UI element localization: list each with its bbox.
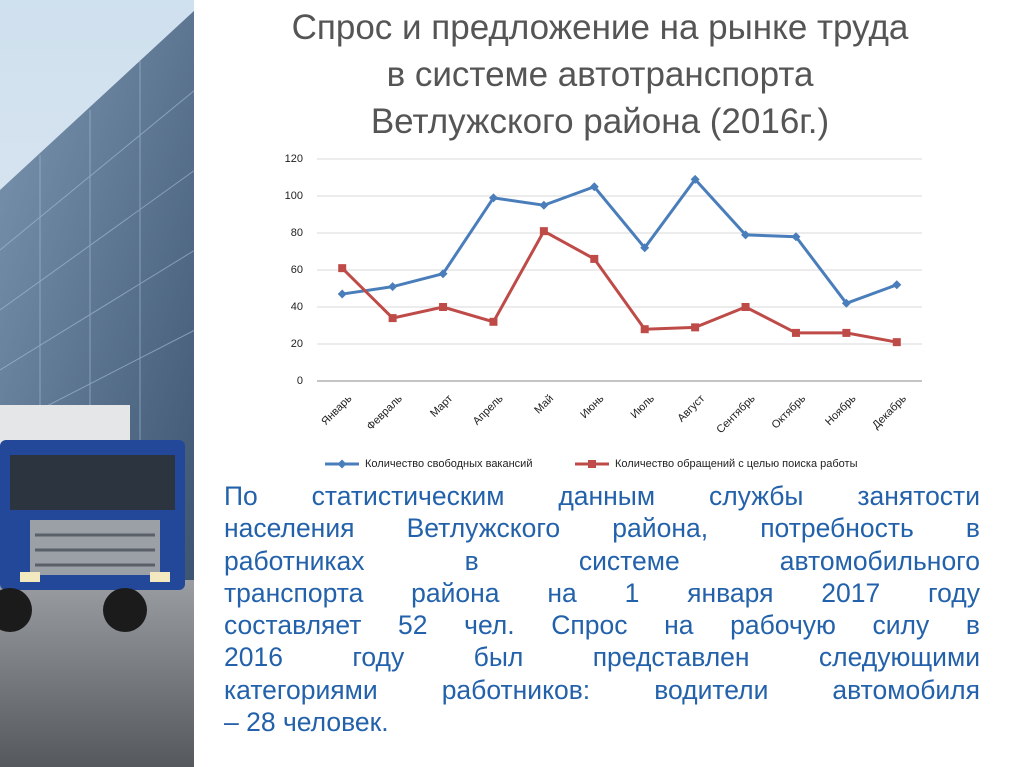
text-line: – 28 человек. xyxy=(224,707,389,738)
legend-label: Количество обращений с целью поиска рабо… xyxy=(615,458,858,470)
x-tick-label: Сентябрь xyxy=(714,393,758,437)
data-point xyxy=(439,303,448,311)
data-point xyxy=(589,182,599,192)
text-line: транспорта района на 1 января 2017 году xyxy=(224,577,980,608)
y-tick-label: 100 xyxy=(285,190,303,202)
data-point xyxy=(539,200,549,210)
y-tick-label: 60 xyxy=(291,264,303,276)
x-tick-label: Февраль xyxy=(365,393,405,433)
text-line: 2016 году был представлен следующими xyxy=(224,642,980,673)
text-line: категориями работников: водители автомоб… xyxy=(224,674,980,705)
data-point xyxy=(488,193,498,203)
legend-marker xyxy=(588,460,596,468)
data-point xyxy=(489,317,498,326)
x-tick-label: Август xyxy=(675,393,707,425)
y-tick-label: 80 xyxy=(291,227,303,239)
data-point xyxy=(791,328,800,337)
data-point xyxy=(640,325,649,334)
background-photo xyxy=(0,0,200,767)
series-line xyxy=(341,176,898,306)
data-point xyxy=(741,303,750,311)
x-tick-label: Декабрь xyxy=(870,393,909,432)
chart: 0 20 40 60 80 100 120 Январь Февраль Март Апрель Ма… xyxy=(285,153,922,470)
data-point xyxy=(590,254,599,263)
y-tick-label: 0 xyxy=(297,375,303,387)
data-point xyxy=(539,227,548,236)
x-tick-label: Июнь xyxy=(578,393,606,421)
data-point xyxy=(338,264,347,273)
data-point xyxy=(892,338,901,347)
x-tick-label: Март xyxy=(428,393,455,420)
x-tick-label: Октябрь xyxy=(769,393,808,432)
text-line: работниках в системе автомобильного xyxy=(224,545,980,576)
data-point xyxy=(388,282,398,292)
y-tick-label: 40 xyxy=(291,301,303,313)
data-point xyxy=(388,314,397,323)
x-tick-label: Май xyxy=(532,393,556,417)
text-line: населения Ветлужского района, потребност… xyxy=(224,513,980,544)
data-point xyxy=(791,232,801,242)
legend-label: Количество свободных вакансий xyxy=(365,458,532,470)
data-point xyxy=(741,230,751,240)
data-point xyxy=(842,328,851,337)
title-line: в системе автотранспорта xyxy=(386,55,814,94)
y-tick-label: 120 xyxy=(285,153,303,165)
title-line: Ветлужского района (2016г.) xyxy=(370,102,830,141)
series-line xyxy=(341,229,898,344)
title-line: Спрос и предложение на рынке труда xyxy=(291,8,909,47)
data-point xyxy=(438,269,448,279)
body-text: По статистическим данным службы занятост… xyxy=(224,480,980,738)
slide-title: Спрос и предложение на рынке труда в сист… xyxy=(200,4,1000,145)
text-line: составляет 52 чел. Спрос на рабочую силу… xyxy=(224,610,980,641)
x-tick-label: Январь xyxy=(319,393,354,428)
data-point xyxy=(690,174,700,184)
data-point xyxy=(640,243,650,253)
text-line: По статистическим данным службы занятост… xyxy=(224,481,980,511)
data-point xyxy=(691,323,700,332)
data-point xyxy=(841,298,851,308)
data-point xyxy=(892,280,902,290)
x-tick-label: Апрель xyxy=(471,393,506,428)
data-point xyxy=(337,289,347,299)
y-tick-label: 20 xyxy=(291,338,303,350)
legend-marker xyxy=(337,459,347,469)
x-tick-label: Июль xyxy=(629,393,658,422)
x-tick-label: Ноябрь xyxy=(823,393,859,429)
